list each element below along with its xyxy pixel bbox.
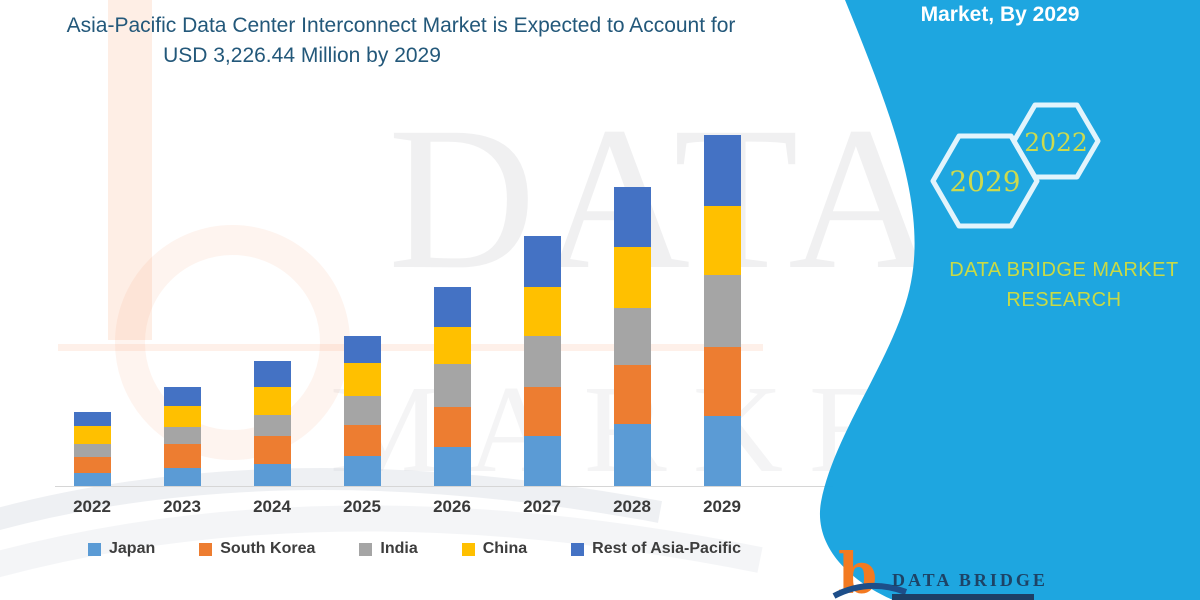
watermark-logo-baseline <box>58 344 763 351</box>
footer-brand-band <box>892 594 1034 600</box>
legend-item-india: India <box>359 540 418 558</box>
bar-segment-japan <box>163 468 201 486</box>
hexagon-2022 <box>1011 102 1101 180</box>
legend-item-china: China <box>461 540 528 558</box>
footer-brand-text: DATA BRIDGE <box>892 570 1048 590</box>
brand-name-text: DATA BRIDGE MARKET RESEARCH <box>940 255 1188 315</box>
bar-segment-japan <box>433 446 471 486</box>
legend-swatch-icon <box>571 542 585 556</box>
panel-heading: Market, By 2029 <box>920 3 1080 26</box>
bar-segment-south-korea <box>73 456 111 473</box>
legend-label: India <box>380 540 418 557</box>
bar-segment-india <box>523 335 561 387</box>
bar-segment-china <box>253 387 291 416</box>
chart-title-line1: Asia-Pacific Data Center Interconnect Ma… <box>66 14 736 37</box>
bar-2026 <box>433 286 471 486</box>
legend-swatch-icon <box>88 542 101 556</box>
legend-swatch-icon <box>359 542 373 556</box>
brand-line2: RESEARCH <box>1006 289 1122 311</box>
bar-segment-japan <box>343 455 381 486</box>
bar-segment-china <box>163 406 201 428</box>
bar-segment-rest-of-asia-pacific <box>433 286 471 327</box>
hexagon-2022-label: 2022 <box>1024 128 1088 157</box>
bar-segment-south-korea <box>523 386 561 436</box>
chart-legend: Japan South Korea India China Rest of Asia-P… <box>88 540 741 558</box>
bar-segment-south-korea <box>433 406 471 447</box>
legend-label: South Korea <box>220 540 316 557</box>
bar-segment-rest-of-asia-pacific <box>163 387 201 407</box>
bar-segment-china <box>433 326 471 364</box>
bar-segment-rest-of-asia-pacific <box>343 335 381 363</box>
bar-segment-india <box>703 275 741 348</box>
x-axis-label-2025: 2025 <box>343 497 381 516</box>
x-axis-label-2024: 2024 <box>253 497 291 516</box>
brand-line1: DATA BRIDGE MARKET <box>949 259 1179 281</box>
bar-segment-rest-of-asia-pacific <box>613 186 651 247</box>
bar-segment-south-korea <box>343 424 381 456</box>
bar-segment-china <box>613 246 651 308</box>
bar-segment-south-korea <box>163 444 201 469</box>
bar-segment-india <box>253 415 291 437</box>
bar-2027 <box>523 236 561 486</box>
legend-label: Rest of Asia-Pacific <box>592 540 741 557</box>
legend-item-south-korea: South Korea <box>199 540 315 558</box>
bar-segment-india <box>73 443 111 457</box>
x-axis-label-2022: 2022 <box>73 497 111 516</box>
bar-2022 <box>73 412 111 486</box>
bar-2028 <box>613 186 651 486</box>
bar-segment-china <box>343 362 381 396</box>
bar-segment-rest-of-asia-pacific <box>703 135 741 207</box>
bar-segment-japan <box>703 416 741 486</box>
bar-segment-south-korea <box>253 436 291 464</box>
legend-swatch-icon <box>461 542 475 556</box>
x-axis-label-2026: 2026 <box>433 497 471 516</box>
hexagon-2029-label: 2029 <box>949 165 1021 198</box>
bar-2025 <box>343 335 381 486</box>
x-axis-label-2023: 2023 <box>163 497 201 516</box>
chart-title-line2: USD 3,226.44 Million by 2029 <box>163 44 441 67</box>
hexagon-2029 <box>930 133 1040 229</box>
bar-segment-rest-of-asia-pacific <box>253 361 291 388</box>
blue-panel-shape <box>819 0 1200 600</box>
legend-swatch-icon <box>199 542 213 556</box>
bar-segment-india <box>163 427 201 445</box>
bar-segment-south-korea <box>703 347 741 417</box>
bar-segment-india <box>343 395 381 425</box>
legend-label: Japan <box>109 540 156 557</box>
bar-2023 <box>163 387 201 486</box>
bar-segment-japan <box>73 472 111 486</box>
bar-segment-rest-of-asia-pacific <box>73 412 111 427</box>
x-axis-label-2027: 2027 <box>523 497 561 516</box>
bar-segment-japan <box>523 435 561 486</box>
legend-item-rest-of-asia-pacific: Rest of Asia-Pacific <box>571 540 741 558</box>
bar-2029 <box>703 135 741 486</box>
legend-item-japan: Japan <box>88 540 155 558</box>
legend-label: China <box>482 540 528 557</box>
bar-segment-rest-of-asia-pacific <box>523 236 561 288</box>
bar-segment-china <box>703 206 741 276</box>
x-axis-label-2029: 2029 <box>703 497 741 516</box>
bar-segment-japan <box>253 464 291 486</box>
bar-segment-south-korea <box>613 365 651 424</box>
bar-segment-china <box>523 287 561 336</box>
bar-segment-india <box>433 363 471 407</box>
x-axis-line <box>55 486 833 487</box>
bar-segment-china <box>73 426 111 444</box>
bar-2024 <box>253 361 291 486</box>
bar-segment-japan <box>613 423 651 486</box>
bar-segment-india <box>613 308 651 365</box>
x-axis-label-2028: 2028 <box>613 497 651 516</box>
